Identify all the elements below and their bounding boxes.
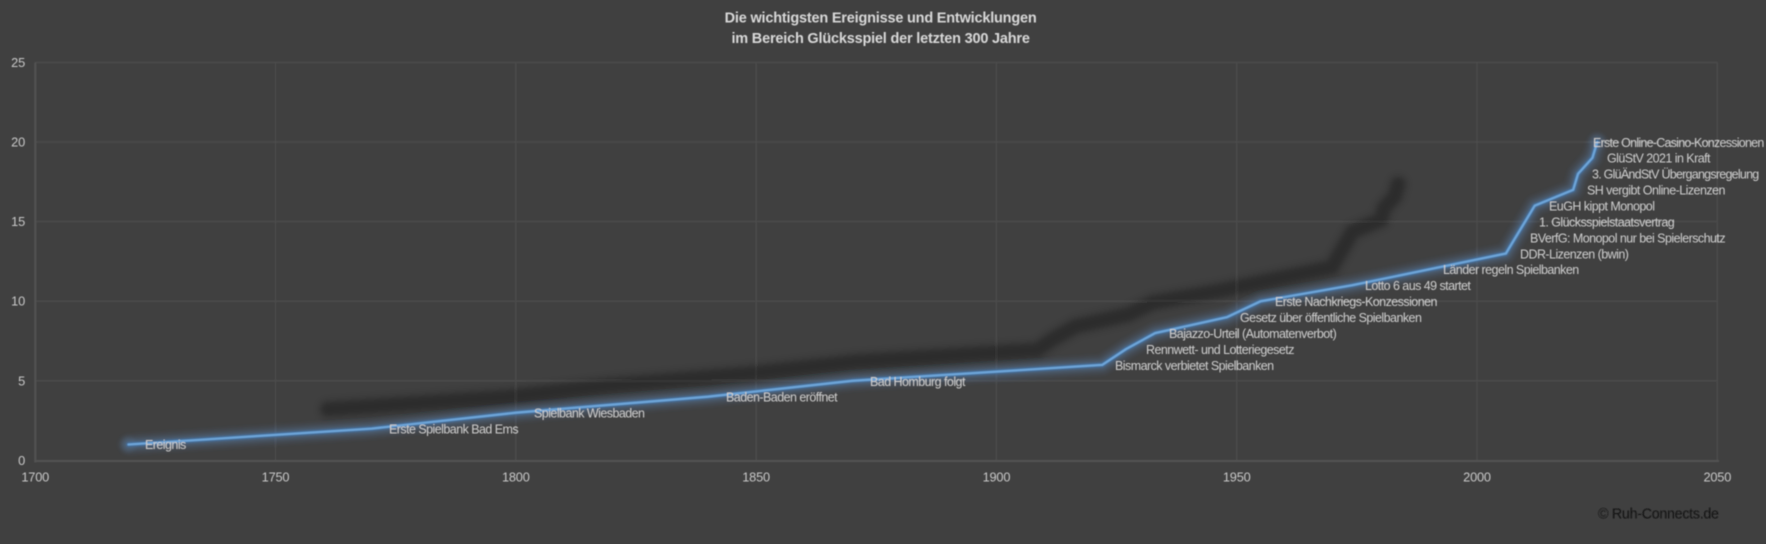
svg-text:Länder regeln Spielbanken: Länder regeln Spielbanken — [1443, 263, 1579, 277]
svg-text:15: 15 — [11, 214, 25, 229]
svg-text:Spielbank Wiesbaden: Spielbank Wiesbaden — [534, 407, 645, 421]
svg-text:10: 10 — [11, 294, 25, 309]
svg-text:SH vergibt Online-Lizenzen: SH vergibt Online-Lizenzen — [1587, 184, 1725, 198]
svg-text:1850: 1850 — [742, 470, 770, 485]
svg-text:25: 25 — [11, 55, 25, 70]
svg-text:Gesetz über öffentliche Spielb: Gesetz über öffentliche Spielbanken — [1240, 311, 1422, 325]
svg-text:Lotto 6 aus 49 startet: Lotto 6 aus 49 startet — [1365, 279, 1471, 293]
svg-text:1. Glücksspielstaatsvertrag: 1. Glücksspielstaatsvertrag — [1539, 215, 1675, 229]
svg-text:Bajazzo-Urteil (Automatenverbo: Bajazzo-Urteil (Automatenverbot) — [1169, 327, 1337, 341]
svg-text:2050: 2050 — [1703, 470, 1731, 485]
svg-text:1950: 1950 — [1223, 470, 1251, 485]
svg-text:5: 5 — [18, 373, 25, 388]
svg-text:Die wichtigsten Ereignisse und: Die wichtigsten Ereignisse und Entwicklu… — [725, 11, 1037, 27]
svg-text:BVerfG: Monopol nur bei Spiele: BVerfG: Monopol nur bei Spielerschutz — [1530, 231, 1725, 245]
svg-text:3. GlüÄndStV Übergangsregelung: 3. GlüÄndStV Übergangsregelung — [1592, 168, 1759, 182]
svg-text:1750: 1750 — [262, 470, 290, 485]
svg-text:20: 20 — [11, 135, 25, 150]
svg-text:Bad Homburg folgt: Bad Homburg folgt — [870, 375, 966, 389]
svg-text:1900: 1900 — [983, 470, 1011, 485]
svg-text:GlüStV 2021 in Kraft: GlüStV 2021 in Kraft — [1607, 152, 1711, 166]
svg-text:Baden-Baden eröffnet: Baden-Baden eröffnet — [726, 391, 838, 405]
svg-text:0: 0 — [18, 453, 25, 468]
svg-text:2000: 2000 — [1463, 470, 1491, 485]
svg-text:1800: 1800 — [502, 470, 530, 485]
svg-text:DDR-Lizenzen (bwin): DDR-Lizenzen (bwin) — [1520, 247, 1629, 261]
svg-text:1700: 1700 — [21, 470, 49, 485]
svg-text:Erste Nachkriegs-Konzessionen: Erste Nachkriegs-Konzessionen — [1275, 295, 1438, 309]
svg-text:im Bereich Glücksspiel der let: im Bereich Glücksspiel der letzten 300 J… — [731, 31, 1029, 47]
svg-text:© Ruh-Connects.de: © Ruh-Connects.de — [1598, 507, 1719, 523]
svg-text:Erste Online-Casino-Konzession: Erste Online-Casino-Konzessionen — [1593, 136, 1764, 150]
svg-text:Bismarck verbietet Spielbanken: Bismarck verbietet Spielbanken — [1115, 359, 1274, 373]
svg-text:Ereignis: Ereignis — [145, 438, 186, 452]
svg-text:Rennwett- und Lotteriegesetz: Rennwett- und Lotteriegesetz — [1146, 343, 1294, 357]
svg-text:EuGH kippt Monopol: EuGH kippt Monopol — [1549, 199, 1654, 213]
svg-text:Erste Spielbank Bad Ems: Erste Spielbank Bad Ems — [389, 423, 518, 437]
